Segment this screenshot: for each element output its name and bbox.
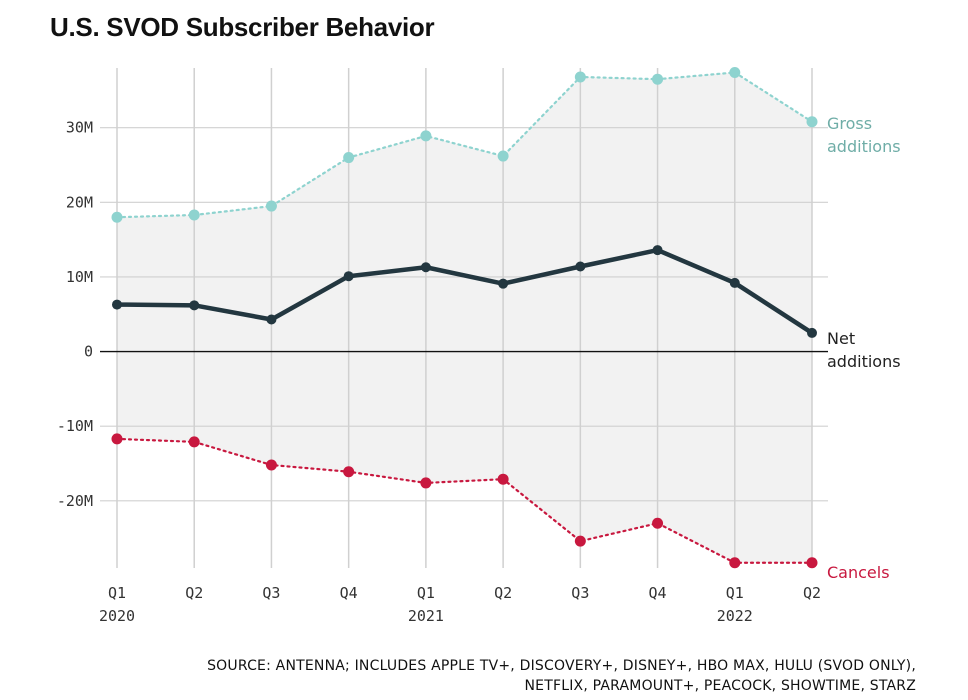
cancels-line bbox=[115, 437, 814, 564]
net-series-label: additions bbox=[827, 352, 901, 371]
gross-line bbox=[115, 71, 814, 219]
net-point bbox=[343, 271, 354, 282]
cancels-point bbox=[497, 473, 509, 485]
x-tick-label: Q3 bbox=[571, 584, 589, 602]
net-point bbox=[420, 262, 431, 273]
net-point bbox=[652, 245, 663, 256]
gross-point bbox=[652, 73, 664, 85]
x-tick-label: Q1 bbox=[108, 584, 126, 602]
net-point bbox=[189, 300, 200, 311]
source-line-1: SOURCE: ANTENNA; INCLUDES APPLE TV+, DIS… bbox=[207, 658, 916, 674]
net-line bbox=[114, 247, 815, 336]
x-year-label: 2022 bbox=[717, 607, 753, 625]
y-tick-label: -20M bbox=[57, 492, 93, 510]
range-area bbox=[117, 72, 812, 563]
net-series-label: Net bbox=[827, 329, 855, 348]
y-tick-label: 20M bbox=[66, 193, 93, 211]
cancels-point bbox=[343, 466, 355, 478]
gross-point bbox=[729, 66, 741, 78]
gross-point bbox=[111, 211, 123, 223]
cancels-series-label: Cancels bbox=[827, 563, 890, 582]
chart-title: U.S. SVOD Subscriber Behavior bbox=[50, 12, 435, 42]
y-tick-label: -10M bbox=[57, 417, 93, 435]
cancels-point bbox=[652, 517, 664, 529]
net-point bbox=[498, 278, 509, 289]
gross-point bbox=[265, 200, 277, 212]
cancels-point bbox=[265, 459, 277, 471]
net-point bbox=[807, 327, 817, 338]
gross-point bbox=[574, 71, 586, 83]
gross-point bbox=[420, 130, 432, 142]
net-point bbox=[729, 277, 740, 288]
gross-point bbox=[497, 150, 509, 162]
x-year-label: 2020 bbox=[99, 607, 135, 625]
x-tick-label: Q1 bbox=[726, 584, 744, 602]
x-tick-label: Q3 bbox=[262, 584, 280, 602]
x-tick-label: Q4 bbox=[340, 584, 358, 602]
gross-point bbox=[806, 116, 818, 128]
net-point bbox=[575, 261, 586, 272]
x-tick-label: Q2 bbox=[494, 584, 512, 602]
gross-point bbox=[188, 209, 200, 221]
gross-series-label: additions bbox=[827, 137, 901, 156]
gross-series-label: Gross bbox=[827, 114, 872, 133]
y-tick-label: 0 bbox=[84, 343, 93, 361]
gross-point bbox=[343, 152, 355, 164]
cancels-point bbox=[420, 477, 432, 489]
y-tick-label: 10M bbox=[66, 268, 93, 286]
source-note: SOURCE: ANTENNA; INCLUDES APPLE TV+, DIS… bbox=[207, 656, 916, 696]
net-point bbox=[266, 314, 277, 325]
source-line-2: NETFLIX, PARAMOUNT+, PEACOCK, SHOWTIME, … bbox=[524, 678, 916, 694]
line-chart: 30M 20M 10M 0 -10M -20M Q1 Q2 Q3 Q4 Q1 Q2 Q3 Q4 Q1 Q2 20… bbox=[57, 66, 901, 625]
x-tick-label: Q1 bbox=[417, 584, 435, 602]
cancels-point bbox=[111, 433, 123, 445]
cancels-point bbox=[188, 436, 200, 448]
x-tick-label: Q2 bbox=[803, 584, 821, 602]
cancels-point bbox=[729, 557, 741, 569]
cancels-point bbox=[806, 557, 818, 569]
y-tick-label: 30M bbox=[66, 119, 93, 137]
net-point bbox=[112, 299, 122, 310]
x-tick-label: Q2 bbox=[185, 584, 203, 602]
cancels-point bbox=[574, 535, 586, 547]
x-tick-label: Q4 bbox=[649, 584, 667, 602]
x-year-label: 2021 bbox=[408, 607, 444, 625]
